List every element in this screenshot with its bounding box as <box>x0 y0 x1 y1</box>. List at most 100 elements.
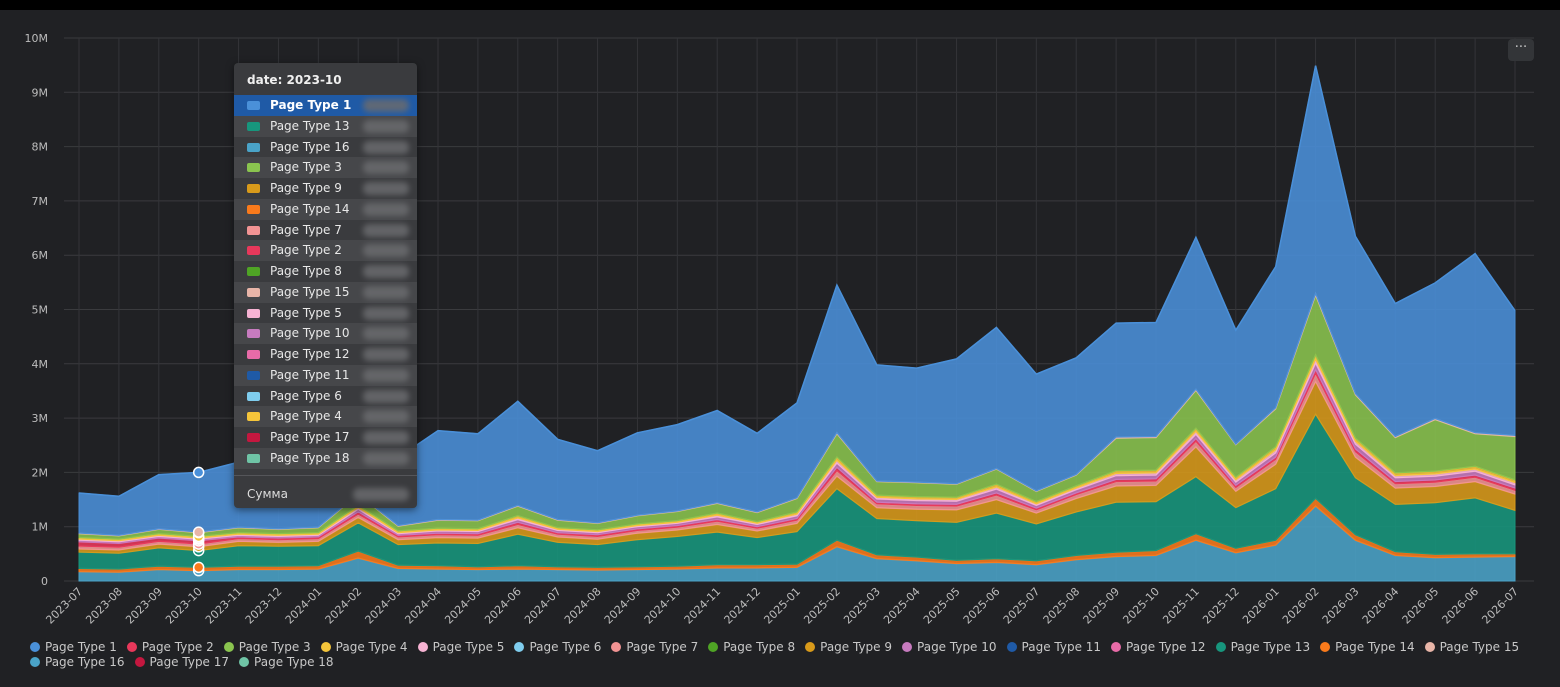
x-tick-label: 2023-08 <box>83 585 125 627</box>
legend-item[interactable]: Page Type 3 <box>223 640 311 655</box>
legend-item[interactable]: Page Type 14 <box>1320 640 1415 655</box>
tooltip-value-blurred <box>363 451 409 465</box>
tooltip-series-name: Page Type 8 <box>270 264 342 278</box>
legend-dot <box>239 657 250 667</box>
y-tick-label: 2M <box>32 466 49 479</box>
chart-menu-button[interactable]: ··· <box>1508 39 1534 61</box>
tooltip-title: date: 2023-10 <box>247 73 342 87</box>
x-tick-label: 2025-12 <box>1200 585 1242 627</box>
tooltip-row: Page Type 17 <box>234 427 417 448</box>
tooltip-series-name: Page Type 7 <box>270 222 342 237</box>
tooltip-series-name: Page Type 1 <box>270 98 352 112</box>
tooltip-divider <box>234 474 417 476</box>
tooltip-series-name: Page Type 17 <box>270 430 350 444</box>
legend-dot <box>126 642 137 652</box>
tooltip-row: Page Type 7 <box>234 220 417 241</box>
legend-item[interactable]: Page Type 9 <box>805 640 892 655</box>
tooltip-row: Page Type 15 <box>234 281 417 303</box>
legend-item[interactable]: Page Type 2 <box>126 640 214 655</box>
legend-item[interactable]: Page Type 16 <box>30 655 125 670</box>
legend-item[interactable]: Page Type 8 <box>708 640 795 655</box>
tooltip-series-name: Page Type 18 <box>270 450 350 465</box>
y-tick-label: 10M <box>25 32 49 45</box>
legend-item[interactable]: Page Type 5 <box>417 640 504 655</box>
legend-dot <box>223 642 234 652</box>
x-tick-label: 2025-07 <box>1001 585 1043 627</box>
tooltip-value-blurred <box>363 327 409 341</box>
x-tick-label: 2025-01 <box>761 585 803 627</box>
legend-dot <box>320 642 331 652</box>
tooltip-row: Page Type 16 <box>234 137 417 158</box>
legend-dot <box>30 657 40 667</box>
x-tick-label: 2026-01 <box>1240 585 1282 627</box>
x-tick-label: 2026-06 <box>1440 585 1482 627</box>
y-tick-label: 5M <box>32 304 49 317</box>
tooltip-swatch <box>247 391 260 401</box>
tooltip-swatch <box>247 267 260 276</box>
tooltip-row: Page Type 18 <box>234 447 417 469</box>
x-axis-ticks: 2023-072023-082023-092023-102023-112023-… <box>43 585 1521 627</box>
tooltip-swatch <box>247 433 260 442</box>
legend-label: Page Type 4 <box>335 640 408 654</box>
tooltip-rows: Page Type 1 Page Type 13 Page Type 16 Page … <box>234 95 417 469</box>
tooltip-series-name: Page Type 12 <box>270 347 350 361</box>
tooltip-row: Page Type 2 <box>234 240 417 261</box>
legend-item[interactable]: Page Type 11 <box>1006 640 1101 655</box>
legend-label: Page Type 6 <box>529 640 602 654</box>
tooltip-series-name: Page Type 16 <box>270 139 350 154</box>
x-tick-label: 2024-03 <box>363 585 405 627</box>
legend-item[interactable]: Page Type 6 <box>514 640 601 655</box>
tooltip-sum-value-blurred <box>353 487 409 501</box>
tooltip-value-blurred <box>363 410 409 424</box>
x-tick-label: 2023-10 <box>163 585 205 627</box>
legend-item[interactable]: Page Type 7 <box>611 640 698 655</box>
tooltip-value-blurred <box>363 119 409 133</box>
x-tick-label: 2024-09 <box>602 585 644 627</box>
x-tick-label: 2026-03 <box>1320 585 1362 627</box>
tooltip-series-name: Page Type 13 <box>270 118 350 133</box>
tooltip-sum-label: Сумма <box>247 486 288 501</box>
legend-item[interactable]: Page Type 17 <box>134 655 230 670</box>
legend-item[interactable]: Page Type 18 <box>239 655 334 670</box>
tooltip-swatch <box>247 412 260 422</box>
legend-label: Page Type 7 <box>626 640 699 654</box>
x-tick-label: 2025-05 <box>921 585 963 627</box>
legend-label: Page Type 14 <box>1335 640 1415 654</box>
tooltip-value-blurred <box>363 348 409 361</box>
tooltip-row: Page Type 12 <box>234 344 417 365</box>
tooltip-value-blurred <box>363 140 409 154</box>
legend-item[interactable]: Page Type 10 <box>902 640 997 655</box>
legend-dot <box>1215 642 1226 652</box>
legend-dot <box>417 642 428 652</box>
hover-marker-page-type-1 <box>192 466 205 479</box>
legend-label: Page Type 16 <box>45 655 125 669</box>
legend-dot <box>1006 642 1017 652</box>
tooltip-value-blurred <box>363 431 409 444</box>
x-tick-label: 2026-02 <box>1280 585 1322 627</box>
x-tick-label: 2024-11 <box>682 585 724 627</box>
legend-dot <box>30 642 40 652</box>
chart-legend: Page Type 1 Page Type 2 Page Type 3 Page Ty… <box>30 640 1545 670</box>
x-tick-label: 2024-08 <box>562 585 604 627</box>
x-tick-label: 2025-06 <box>961 585 1003 627</box>
legend-item[interactable]: Page Type 12 <box>1111 640 1206 655</box>
x-tick-label: 2025-11 <box>1160 585 1202 627</box>
legend-item[interactable]: Page Type 15 <box>1424 640 1519 655</box>
x-tick-label: 2024-07 <box>522 585 564 627</box>
legend-dot <box>1320 642 1331 652</box>
tooltip-swatch <box>247 453 260 463</box>
tooltip-series-name: Page Type 15 <box>270 284 350 299</box>
legend-item[interactable]: Page Type 4 <box>320 640 408 655</box>
legend-label: Page Type 8 <box>723 640 796 654</box>
legend-label: Page Type 17 <box>149 655 230 669</box>
legend-label: Page Type 2 <box>141 640 214 654</box>
tooltip-value-blurred <box>363 182 409 195</box>
tooltip-series-name: Page Type 6 <box>270 388 342 403</box>
legend-item[interactable]: Page Type 1 <box>30 640 117 655</box>
x-tick-label: 2026-07 <box>1479 585 1521 627</box>
tooltip-series-name: Page Type 4 <box>270 409 342 424</box>
legend-dot <box>611 642 622 652</box>
tooltip-row: Page Type 10 <box>234 323 417 344</box>
legend-item[interactable]: Page Type 13 <box>1215 640 1310 655</box>
tooltip-series-name: Page Type 14 <box>270 201 350 216</box>
